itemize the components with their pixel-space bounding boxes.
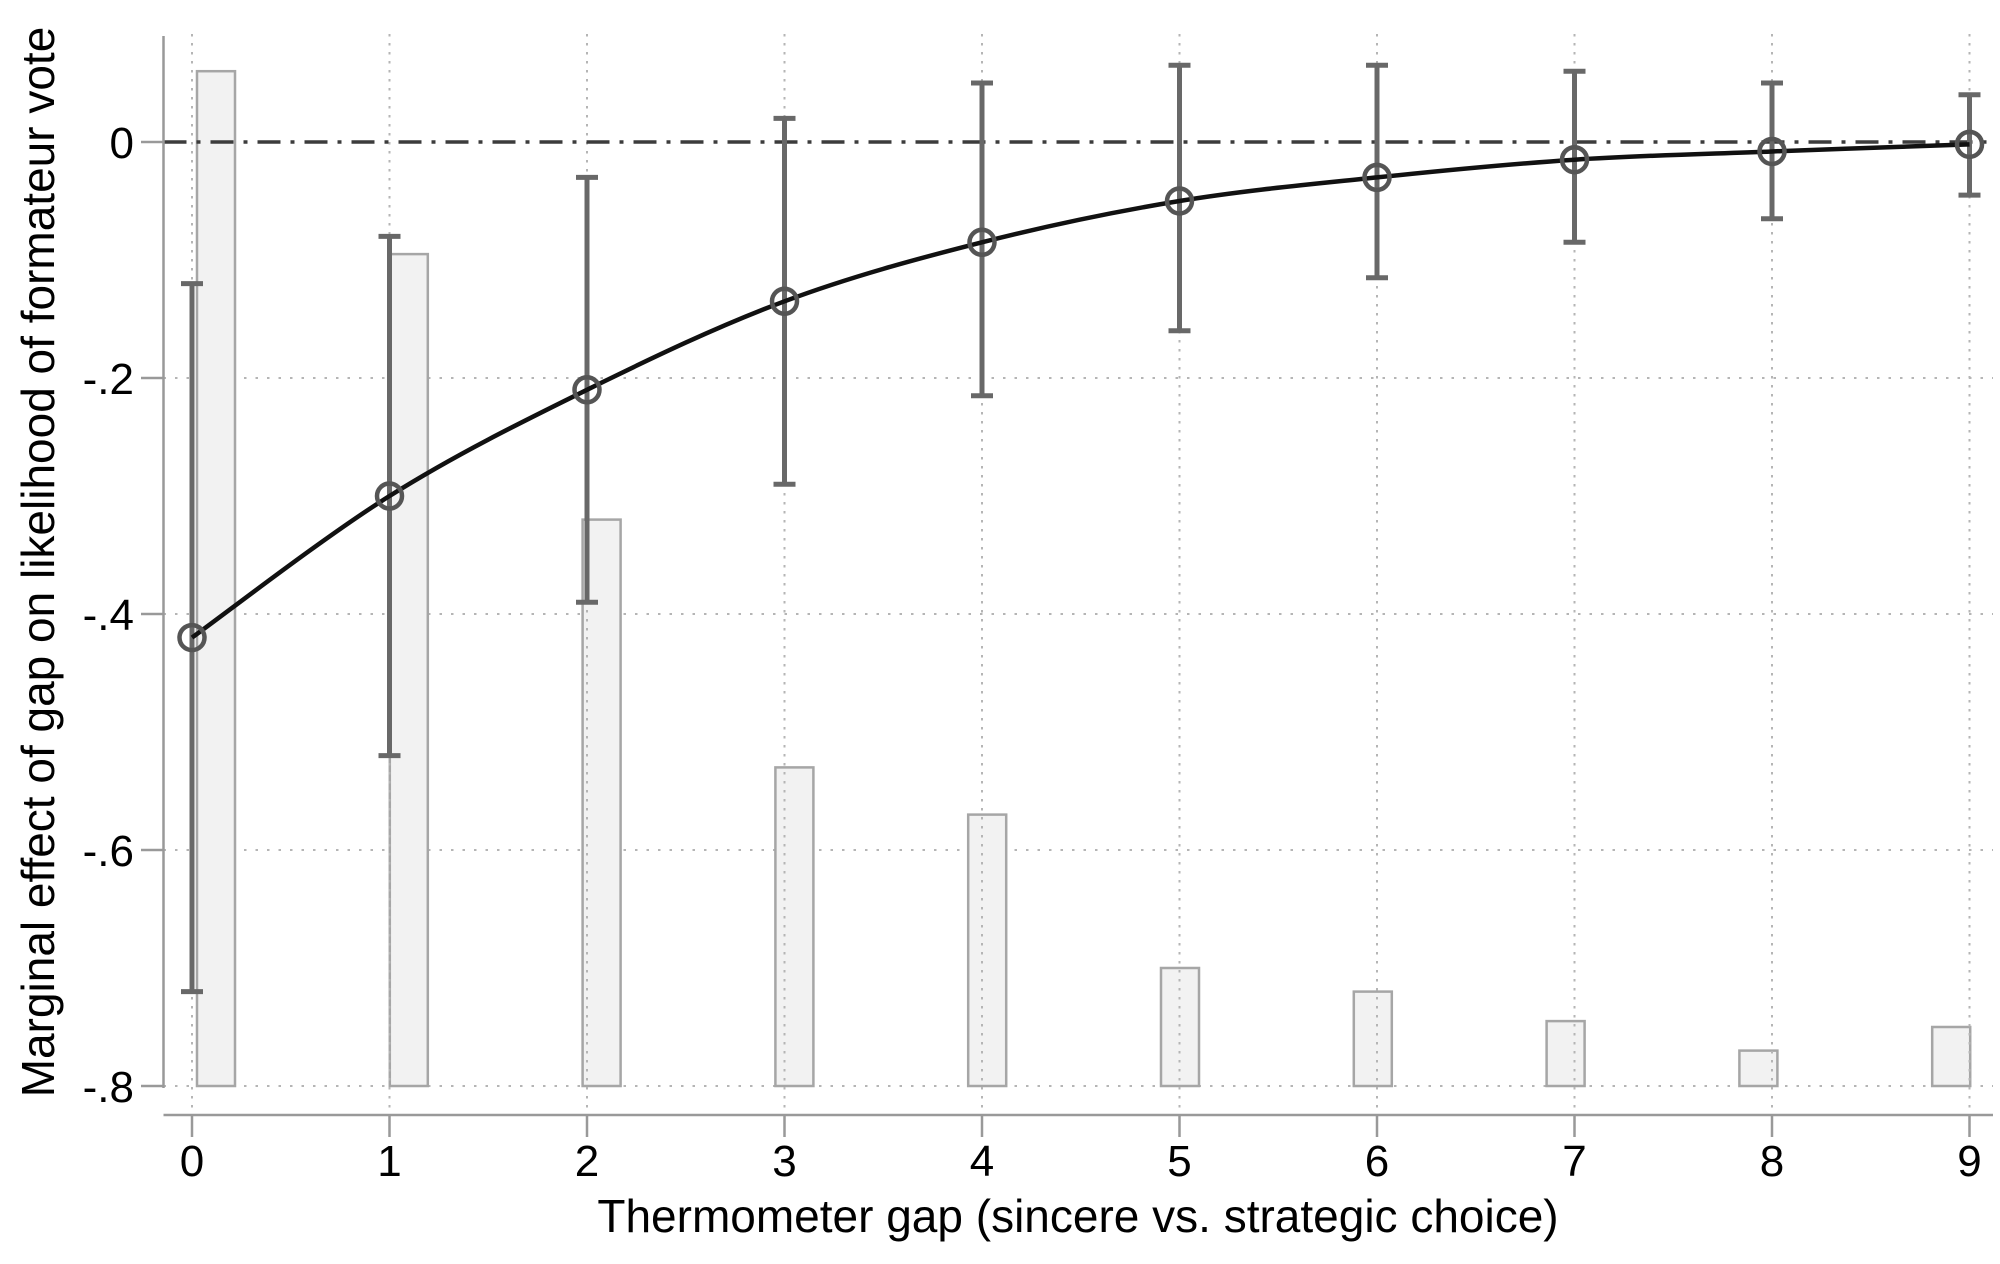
trend-line bbox=[190, 142, 1970, 640]
y-tick-label: -.4 bbox=[83, 591, 134, 640]
data-point-marker bbox=[1362, 162, 1392, 193]
trend-line-layer bbox=[190, 142, 1970, 640]
error-bar bbox=[1366, 62, 1388, 281]
histogram-bar bbox=[1738, 1049, 1779, 1088]
y-tick-label: -.8 bbox=[83, 1063, 134, 1112]
data-point-marker bbox=[374, 481, 405, 511]
data-point-marker bbox=[1164, 186, 1195, 216]
data-point-marker bbox=[1559, 144, 1590, 175]
histogram-bar bbox=[1930, 1025, 1972, 1088]
data-point-marker bbox=[1757, 136, 1787, 167]
histogram-bar bbox=[966, 813, 1008, 1088]
y-axis-title: Marginal effect of gap on likelihood of … bbox=[12, 27, 64, 1098]
data-point-marker bbox=[1954, 129, 1985, 160]
vertical-gridlines bbox=[191, 34, 1971, 1113]
x-tick-label: 8 bbox=[1760, 1137, 1784, 1186]
horizontal-gridlines bbox=[163, 377, 1993, 1087]
axes-and-ticks bbox=[141, 36, 1993, 1137]
y-tick-label: 0 bbox=[110, 119, 134, 168]
x-tick-label: 3 bbox=[772, 1137, 796, 1186]
x-tick-label: 0 bbox=[180, 1137, 204, 1186]
data-point-marker bbox=[967, 227, 997, 258]
data-point-marker bbox=[177, 622, 207, 653]
data-point-markers bbox=[177, 129, 1985, 653]
error-bars bbox=[181, 62, 1981, 995]
x-tick-label: 1 bbox=[377, 1137, 401, 1186]
x-tick-label: 9 bbox=[1957, 1137, 1981, 1186]
x-tick-label: 2 bbox=[575, 1137, 599, 1186]
x-tick-label: 7 bbox=[1562, 1137, 1586, 1186]
x-axis-title: Thermometer gap (sincere vs. strategic c… bbox=[597, 1190, 1558, 1242]
error-bar bbox=[1168, 62, 1191, 334]
histogram-bar bbox=[774, 766, 815, 1088]
y-tick-label: -.6 bbox=[83, 827, 134, 876]
error-bar bbox=[971, 80, 993, 399]
data-point-marker bbox=[572, 375, 602, 405]
data-point-marker bbox=[769, 286, 800, 317]
histogram-bars bbox=[195, 69, 1972, 1088]
tick-labels: 0 -.2 -.4 -.6 -.8 0 1 2 3 4 5 6 7 8 9 bbox=[83, 119, 1982, 1186]
histogram-bar bbox=[1545, 1019, 1586, 1088]
y-tick-label: -.2 bbox=[83, 355, 134, 404]
x-tick-label: 4 bbox=[970, 1137, 994, 1186]
histogram-bar bbox=[581, 518, 622, 1088]
error-bar bbox=[1563, 68, 1586, 245]
histogram-bar bbox=[195, 69, 237, 1088]
x-tick-label: 5 bbox=[1167, 1137, 1191, 1186]
x-tick-label: 6 bbox=[1365, 1137, 1389, 1186]
histogram-bar bbox=[1159, 966, 1201, 1088]
histogram-bar bbox=[388, 252, 430, 1088]
histogram-bar bbox=[1352, 990, 1394, 1088]
